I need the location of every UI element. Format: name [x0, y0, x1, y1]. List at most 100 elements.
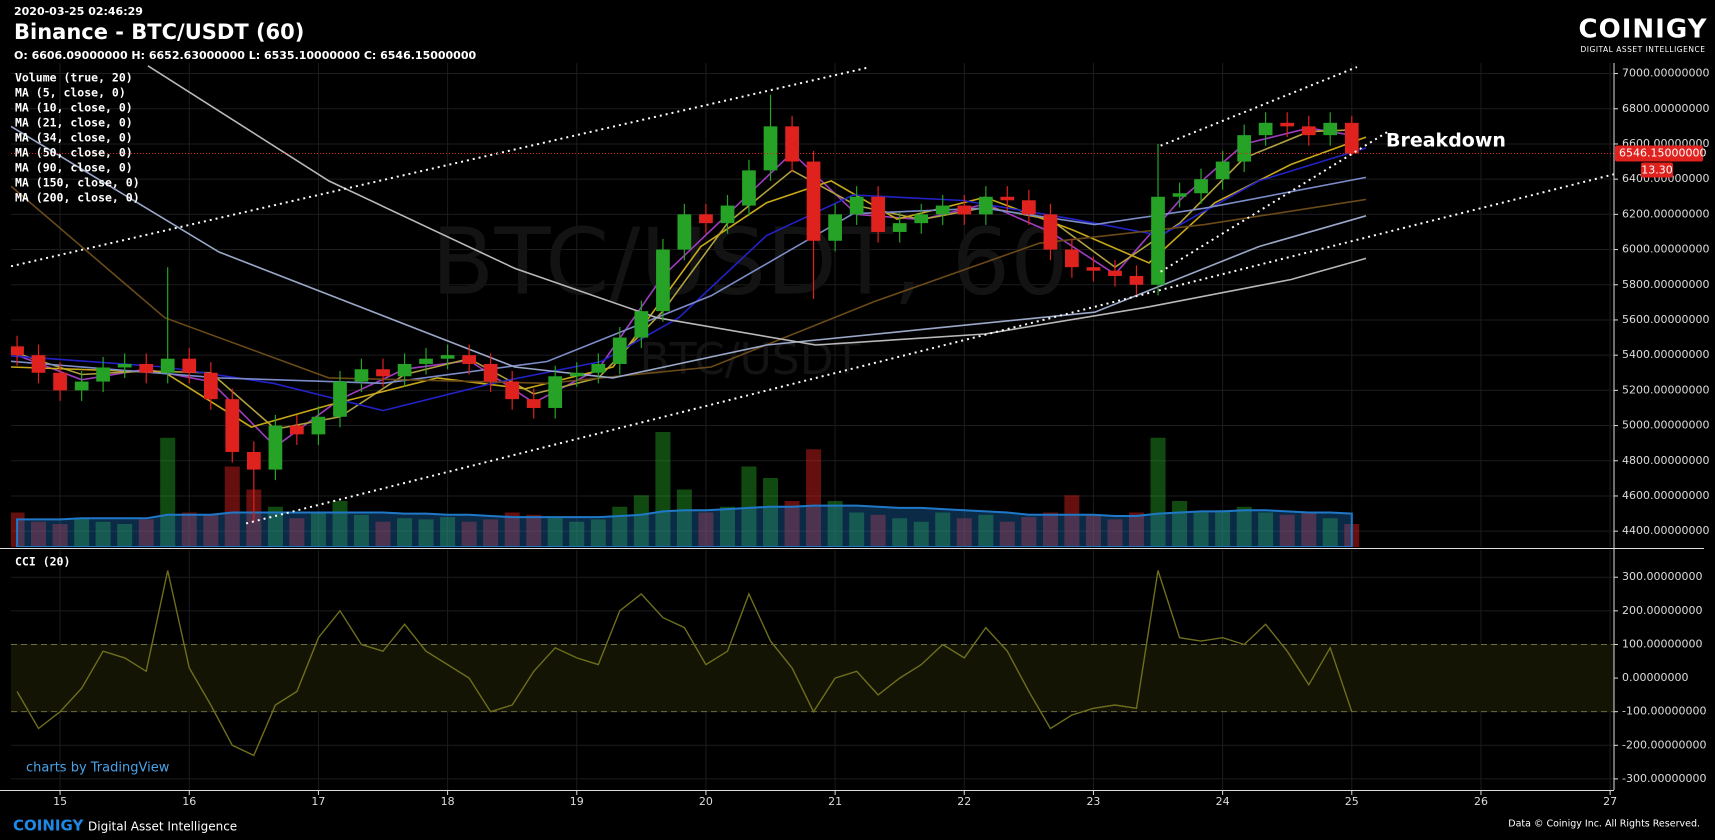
y-tick-label: 5200.00000000: [1622, 383, 1709, 396]
candle-body: [1323, 122, 1338, 136]
volume-bar: [418, 519, 434, 547]
candle-body: [548, 376, 563, 408]
volume-bar: [203, 514, 219, 547]
watermark: BTC/USDT, 60: [431, 208, 1069, 315]
x-tick-label: 17: [311, 795, 325, 808]
volume-bar: [870, 514, 886, 547]
candle-body: [569, 372, 584, 377]
candle-body: [1065, 249, 1079, 268]
volume-bar: [655, 432, 671, 547]
last-price-tag: [1615, 145, 1703, 162]
timestamp: 2020-03-25 02:46:29: [14, 5, 143, 18]
last-price-label: 6546.15000000: [1619, 146, 1706, 159]
x-tick-label: 19: [570, 795, 584, 808]
volume-bar: [827, 501, 843, 547]
y-tick-label: 300.00000000: [1622, 570, 1702, 583]
candle-body: [53, 372, 67, 391]
candle-body: [677, 214, 692, 250]
candle-body: [785, 126, 799, 162]
legend-entry: MA (90, close, 0): [15, 161, 133, 175]
volume-bar: [720, 506, 736, 547]
candle-body: [246, 451, 261, 470]
x-tick-label: 21: [828, 795, 842, 808]
volume-bar: [1258, 512, 1274, 547]
cci-line: [16, 570, 1353, 757]
volume-bar: [440, 517, 456, 547]
moving-average: [147, 65, 1367, 346]
tradingview-credit[interactable]: charts by TradingView: [26, 761, 170, 776]
candle-body: [763, 126, 778, 171]
candle-body: [74, 381, 89, 391]
volume-bar: [741, 466, 757, 547]
volume-bar: [892, 518, 908, 547]
logo: COINIGY: [1579, 15, 1708, 45]
x-tick-label: 20: [699, 795, 713, 808]
data-layer: [11, 65, 1614, 757]
legend-entry: MA (34, close, 0): [15, 131, 133, 145]
x-tick-label: 22: [957, 795, 971, 808]
panel-1: [11, 570, 1614, 757]
volume-bar: [1042, 512, 1058, 547]
candle-body: [612, 337, 627, 364]
y-tick-label: 100.00000000: [1622, 637, 1702, 650]
volume-bar: [547, 517, 563, 547]
candle-body: [376, 369, 390, 377]
candle-body: [117, 363, 132, 368]
volume-bar: [806, 449, 822, 547]
volume-bar: [784, 501, 800, 547]
candle-body: [397, 363, 412, 377]
candle-body: [871, 196, 885, 232]
candle-body: [419, 358, 433, 364]
volume-bar: [117, 524, 133, 547]
moving-average: [11, 176, 1367, 385]
legend-entry: MA (5, close, 0): [15, 86, 126, 100]
volume-bar: [569, 521, 585, 547]
volume-bar: [1193, 512, 1209, 547]
volume-bar: [763, 478, 779, 547]
volume-bar: [461, 521, 477, 547]
volume-bar: [397, 518, 413, 547]
volume-bar: [138, 519, 154, 547]
moving-average: [11, 136, 1367, 428]
candle-body: [849, 196, 864, 215]
cci-band: [11, 644, 1614, 712]
y-tick-label: -200.00000000: [1622, 738, 1706, 751]
x-tick-label: 24: [1216, 795, 1230, 808]
y-tick-label: 5000.00000000: [1622, 419, 1709, 432]
y-tick-label: -100.00000000: [1622, 705, 1706, 718]
y-tick-label: 5600.00000000: [1622, 313, 1709, 326]
y-tick-label: 200.00000000: [1622, 604, 1702, 617]
watermark-sub: BTC/USDT: [640, 334, 861, 385]
candle-body: [11, 346, 24, 356]
annotation: Breakdown: [1386, 130, 1506, 152]
volume-bar: [849, 512, 865, 547]
volume-bar: [1128, 512, 1144, 547]
candle-body: [1280, 122, 1295, 127]
volume-bar: [590, 519, 606, 547]
volume-bar: [913, 521, 929, 547]
candle-body: [656, 249, 670, 312]
candle-body: [139, 363, 154, 373]
candle-body: [957, 205, 972, 215]
volume-bar: [1322, 518, 1338, 547]
x-tick-label: 16: [182, 795, 196, 808]
legend-entry: MA (21, close, 0): [15, 116, 133, 130]
volume-bar: [353, 514, 369, 547]
volume-bar: [483, 519, 499, 547]
panel-0: [11, 65, 1614, 547]
candle-body: [591, 363, 606, 373]
candle-body: [1258, 122, 1273, 136]
moving-average: [16, 129, 1352, 430]
volume-bar: [267, 506, 283, 547]
legend-entry: MA (10, close, 0): [15, 101, 133, 115]
candle-body: [742, 170, 756, 206]
candle-body: [311, 416, 326, 435]
volume-bar: [1021, 517, 1037, 547]
candle-body: [1000, 196, 1015, 201]
x-tick-label: 27: [1603, 795, 1617, 808]
x-tick-label: 18: [441, 795, 455, 808]
candle-body: [1301, 126, 1316, 136]
copyright: Data © Coinigy Inc. All Rights Reserved.: [1508, 819, 1700, 830]
footer-brand: COINIGY: [13, 817, 84, 835]
